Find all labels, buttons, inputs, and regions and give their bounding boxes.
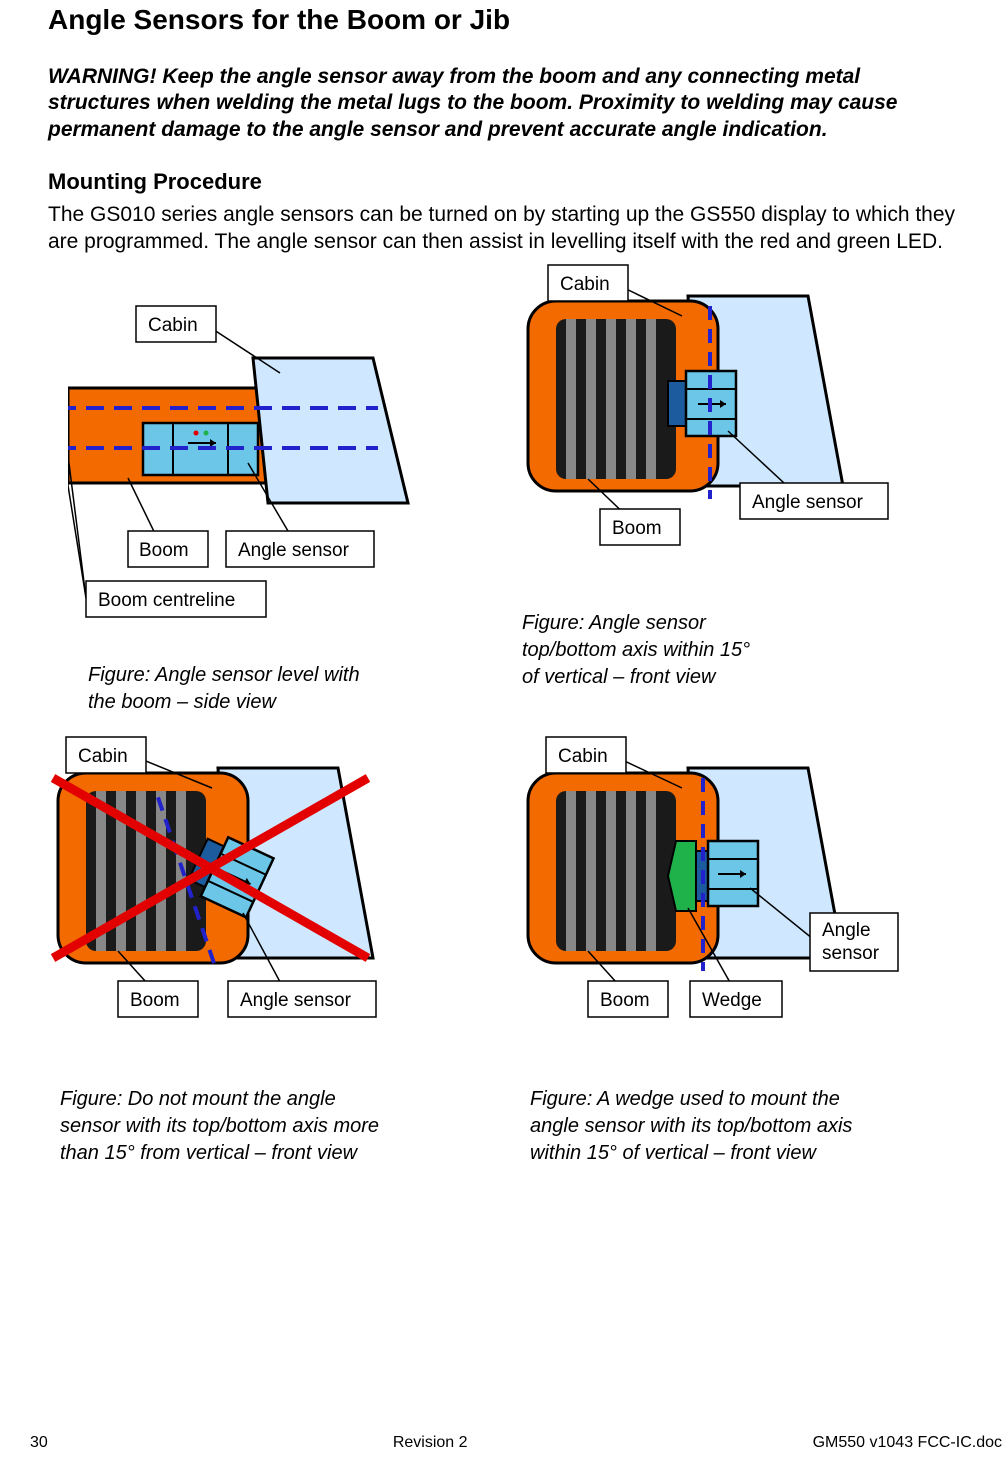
figure-side-view-caption: Figure: Angle sensor level with the boom… bbox=[88, 662, 468, 716]
figure-front-wedge: Cabin Boom Wedge Angle sensor Figure: A … bbox=[518, 733, 938, 1167]
svg-text:Boom: Boom bbox=[600, 990, 650, 1011]
svg-text:Cabin: Cabin bbox=[78, 746, 128, 767]
figure-front-incorrect: Cabin Boom Angle sensor Figure: Do not m… bbox=[48, 733, 448, 1167]
svg-text:Angle sensor: Angle sensor bbox=[752, 492, 864, 513]
figure-front-correct-svg: Cabin Boom Angle sensor bbox=[518, 261, 918, 601]
page-number: 30 bbox=[30, 1434, 48, 1452]
svg-text:Wedge: Wedge bbox=[702, 990, 762, 1011]
figure-front-incorrect-svg: Cabin Boom Angle sensor bbox=[48, 733, 448, 1073]
body-text: The GS010 series angle sensors can be tu… bbox=[48, 201, 956, 256]
page-footer: 30 Revision 2 GM550 v1043 FCC-IC.doc bbox=[30, 1434, 1002, 1452]
svg-text:Angle sensor: Angle sensor bbox=[238, 540, 350, 561]
svg-text:Cabin: Cabin bbox=[558, 746, 608, 767]
svg-text:sensor: sensor bbox=[822, 943, 880, 964]
svg-text:Cabin: Cabin bbox=[148, 315, 198, 336]
figure-front-wedge-caption: Figure: A wedge used to mount the angle … bbox=[530, 1086, 938, 1167]
figure-side-view: Cabin Boom Angle sensor Boom centreline … bbox=[68, 283, 468, 716]
revision-label: Revision 2 bbox=[393, 1434, 468, 1452]
svg-text:Boom: Boom bbox=[139, 540, 189, 561]
figure-front-wedge-svg: Cabin Boom Wedge Angle sensor bbox=[518, 733, 938, 1073]
figure-front-correct-caption: Figure: Angle sensor top/bottom axis wit… bbox=[522, 610, 918, 691]
svg-text:Angle sensor: Angle sensor bbox=[240, 990, 352, 1011]
figure-front-correct: Cabin Boom Angle sensor Figure: Angle se… bbox=[518, 261, 918, 691]
doc-id: GM550 v1043 FCC-IC.doc bbox=[813, 1434, 1002, 1452]
warning-text: WARNING! Keep the angle sensor away from… bbox=[48, 64, 956, 143]
section-heading: Mounting Procedure bbox=[48, 169, 956, 195]
svg-text:Cabin: Cabin bbox=[560, 274, 610, 295]
svg-text:Boom: Boom bbox=[130, 990, 180, 1011]
svg-text:Boom: Boom bbox=[612, 518, 662, 539]
figure-side-view-svg: Cabin Boom Angle sensor Boom centreline bbox=[68, 283, 468, 643]
page-title: Angle Sensors for the Boom or Jib bbox=[48, 0, 956, 36]
figure-front-incorrect-caption: Figure: Do not mount the angle sensor wi… bbox=[60, 1086, 448, 1167]
svg-text:Boom centreline: Boom centreline bbox=[98, 590, 235, 611]
figures-grid: Cabin Boom Angle sensor Boom centreline … bbox=[48, 283, 958, 1203]
svg-text:Angle: Angle bbox=[822, 920, 871, 941]
